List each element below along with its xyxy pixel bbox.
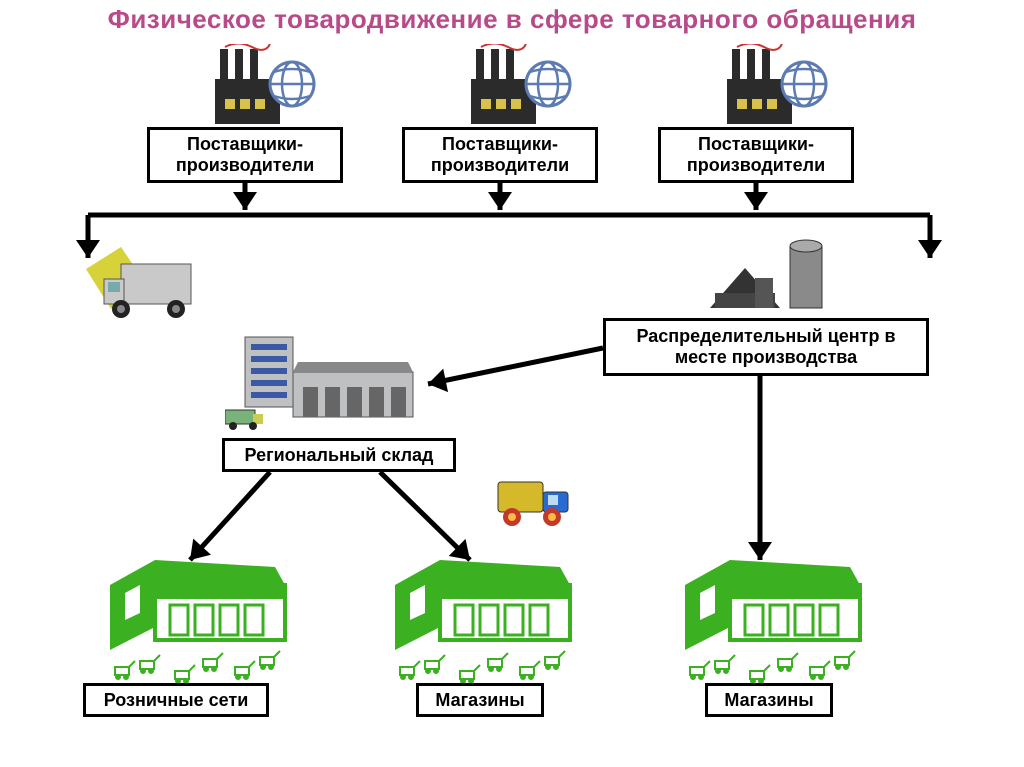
small-truck-icon <box>490 472 580 532</box>
retail-label: Магазины <box>705 683 833 717</box>
store-icon <box>85 555 300 683</box>
page-title: Физическое товародвижение в сфере товарн… <box>0 4 1024 35</box>
store-icon <box>660 555 875 683</box>
supplier-label: Поставщики- производители <box>147 127 343 183</box>
supplier-label: Поставщики- производители <box>658 127 854 183</box>
truck-icon <box>86 239 216 334</box>
silo-icon <box>700 238 840 318</box>
distribution-center-label: Распределительный центр в месте производ… <box>603 318 929 376</box>
factory-icon <box>210 44 320 126</box>
retail-label: Розничные сети <box>83 683 269 717</box>
retail-label: Магазины <box>416 683 544 717</box>
regional-warehouse-label: Региональный склад <box>222 438 456 472</box>
supplier-label: Поставщики- производители <box>402 127 598 183</box>
diagram-stage: { "title": { "text": "Физическое товарод… <box>0 0 1024 767</box>
store-icon <box>370 555 585 683</box>
warehouse-icon <box>225 332 425 437</box>
factory-icon <box>466 44 576 126</box>
factory-icon <box>722 44 832 126</box>
